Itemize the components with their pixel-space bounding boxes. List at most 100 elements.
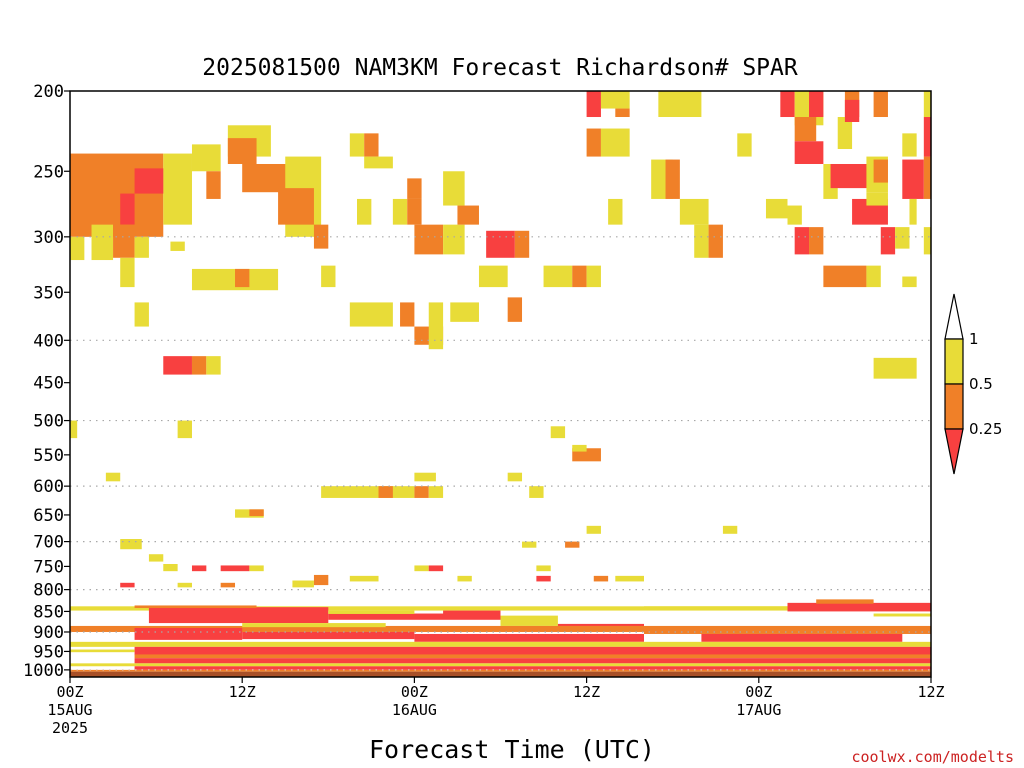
ri-cell-yellow <box>70 420 78 439</box>
ri-cell-yellow <box>292 580 314 588</box>
legend-swatch-yellow <box>944 338 964 385</box>
y-tick-label: 300 <box>33 228 64 248</box>
ri-cell-orange <box>70 625 931 632</box>
ri-cell-red <box>794 227 810 255</box>
ri-cell-orange <box>407 178 422 199</box>
ri-cell-yellow <box>414 472 436 482</box>
ri-cell-yellow <box>177 582 192 588</box>
ri-cell-orange <box>514 230 530 258</box>
ri-cell-yellow <box>586 265 601 288</box>
ri-cell-red <box>120 582 135 588</box>
legend-label: 0.5 <box>969 375 993 393</box>
gridlines <box>70 236 931 671</box>
ri-cell-orange <box>134 605 257 609</box>
ri-cell-yellow <box>349 133 365 157</box>
x-tick-label: 12Z <box>573 683 600 701</box>
ri-cell-red <box>328 613 501 620</box>
chart-title: 2025081500 NAM3KM Forecast Richardson# S… <box>202 55 798 81</box>
ri-cell-yellow <box>443 224 465 255</box>
ri-cell-yellow <box>242 623 386 628</box>
ri-cell-red <box>486 230 515 258</box>
ri-cell-yellow <box>321 486 415 498</box>
x-tick-label: 17AUG <box>736 701 781 719</box>
ri-cell-orange <box>220 582 236 588</box>
ri-cell-yellow <box>428 486 444 498</box>
ri-cell-yellow <box>608 198 623 225</box>
ri-cell-red <box>134 168 164 194</box>
ri-cell-yellow <box>70 663 931 667</box>
y-axis-ticks: 200 250 300 350 400 450 500 550 600 650 700 750 8008… <box>23 82 70 681</box>
ri-cell-yellow <box>507 472 523 482</box>
ri-cell-red <box>794 141 824 164</box>
ri-cell-orange <box>70 153 164 237</box>
y-tick-label: 250 <box>33 162 64 182</box>
y-tick-label: 650 <box>33 506 64 526</box>
ri-cell-yellow <box>70 641 931 647</box>
ri-cell-orange <box>407 198 422 225</box>
ri-cell-yellow <box>349 302 393 327</box>
ri-cell-yellow <box>873 357 917 379</box>
ri-cell-yellow <box>70 236 85 261</box>
ri-cell-yellow <box>737 133 752 157</box>
ri-cell-yellow <box>105 472 121 482</box>
ri-cell-yellow <box>249 565 264 572</box>
ri-cell-red <box>586 91 601 118</box>
ri-cell-orange <box>414 486 429 498</box>
ri-cell-orange <box>794 117 817 142</box>
ri-cell-orange <box>191 356 207 375</box>
plot-frame <box>69 90 932 678</box>
ri-cell-orange <box>823 265 867 288</box>
ri-cell-yellow <box>765 198 788 219</box>
ri-cell-orange <box>615 108 630 118</box>
ri-cell-orange <box>665 159 680 199</box>
ri-cell-yellow <box>70 649 135 653</box>
ri-cell-orange <box>873 91 888 118</box>
ri-cell-yellow <box>414 565 429 572</box>
ri-cell-yellow <box>923 227 931 255</box>
ri-cell-orange <box>364 133 379 157</box>
y-tick-label: 550 <box>33 446 64 466</box>
y-tick-label: 500 <box>33 412 64 432</box>
ri-cell-yellow <box>543 265 573 288</box>
ri-cell-yellow <box>206 356 221 375</box>
legend-swatch-orange <box>944 383 964 430</box>
x-tick-label: 00Z <box>56 683 83 701</box>
ri-cell-orange <box>400 302 415 327</box>
ri-cell-red <box>242 631 415 640</box>
ri-cell-orange <box>313 574 329 586</box>
ri-cell-yellow <box>644 606 788 610</box>
ri-cell-yellow <box>787 205 802 225</box>
ri-cell-yellow <box>500 615 558 626</box>
ri-cell-yellow <box>873 613 931 617</box>
ri-cell-red <box>701 633 903 642</box>
ri-cell-orange <box>644 629 931 634</box>
ri-cell-yellow <box>600 91 630 109</box>
ri-cell-red <box>163 356 192 375</box>
x-tick-label: 16AUG <box>392 701 437 719</box>
ri-cell-yellow <box>120 257 135 288</box>
legend-swatch-red <box>944 428 964 475</box>
ri-cell-yellow <box>923 91 931 118</box>
ri-cell-yellow <box>163 563 178 572</box>
ri-cell-red <box>787 602 931 612</box>
ri-cell-yellow <box>866 265 881 288</box>
x-tick-label: 15AUG <box>47 701 92 719</box>
ri-cell-orange <box>414 224 444 255</box>
ri-cell-yellow <box>357 198 372 225</box>
y-tick-label: 800 <box>33 581 64 601</box>
ri-cell-orange <box>572 265 587 288</box>
ri-cell-yellow <box>163 153 192 225</box>
ri-cell-yellow <box>586 525 601 534</box>
ri-cell-yellow <box>902 276 917 288</box>
y-tick-label: 450 <box>33 374 64 394</box>
ri-cell-orange <box>278 188 314 225</box>
y-tick-label: 900 <box>33 623 64 643</box>
ri-cell-orange <box>873 159 888 183</box>
x-axis-label: Forecast Time (UTC) <box>369 735 655 764</box>
ri-cell-orange <box>593 575 609 582</box>
legend-label: 1 <box>969 330 979 348</box>
ri-cell-yellow <box>450 302 479 322</box>
ri-cell-orange <box>565 541 580 548</box>
y-tick-label: 700 <box>33 533 64 553</box>
